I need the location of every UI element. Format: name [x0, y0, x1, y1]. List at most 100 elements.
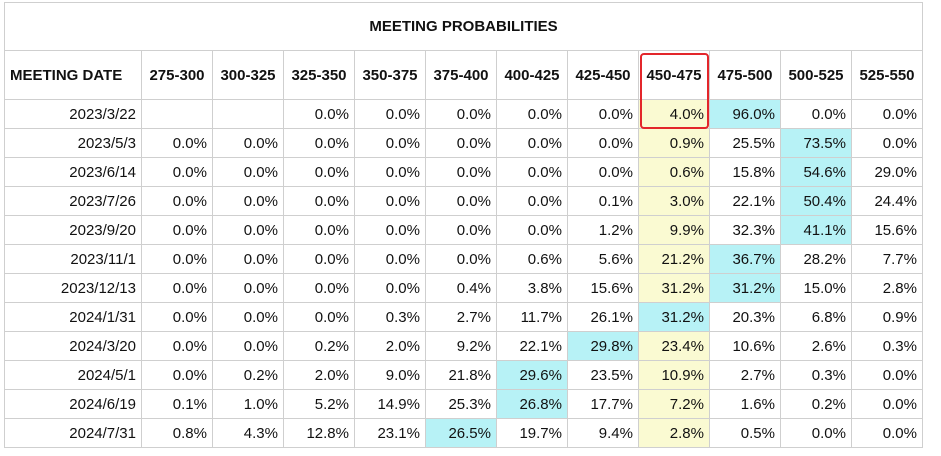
- probability-cell: 3.8%: [496, 273, 568, 303]
- probability-cell: 26.1%: [567, 302, 639, 332]
- probability-cell: 0.0%: [212, 128, 284, 158]
- probability-cell: [212, 99, 284, 129]
- probability-cell: 0.0%: [141, 186, 213, 216]
- probability-cell: 0.0%: [425, 128, 497, 158]
- probability-cell: 54.6%: [780, 157, 852, 187]
- probability-cell: 0.0%: [496, 215, 568, 245]
- meeting-date-cell: 2024/7/31: [4, 418, 142, 448]
- probability-cell: 1.0%: [212, 389, 284, 419]
- probability-cell: 19.7%: [496, 418, 568, 448]
- probability-cell: 15.6%: [851, 215, 923, 245]
- probability-cell: 0.0%: [851, 389, 923, 419]
- probability-cell: 0.0%: [212, 186, 284, 216]
- probability-cell: 0.0%: [283, 244, 355, 274]
- meeting-date-cell: 2024/1/31: [4, 302, 142, 332]
- table-title: MEETING PROBABILITIES: [4, 2, 923, 51]
- probability-cell: 0.9%: [851, 302, 923, 332]
- probability-cell: 22.1%: [709, 186, 781, 216]
- probability-cell: 0.0%: [567, 128, 639, 158]
- probability-cell: 0.0%: [141, 128, 213, 158]
- probability-cell: 0.0%: [283, 186, 355, 216]
- probability-cell: 4.3%: [212, 418, 284, 448]
- probability-cell: 96.0%: [709, 99, 781, 129]
- column-header-350-375: 350-375: [354, 50, 426, 100]
- table-row: 2024/3/20 0.0% 0.0% 0.2% 2.0% 9.2% 22.1% 29.8% 2…: [4, 331, 923, 361]
- probability-cell: 29.0%: [851, 157, 923, 187]
- probability-cell: 0.0%: [425, 157, 497, 187]
- column-header-500-525: 500-525: [780, 50, 852, 100]
- probability-cell: 14.9%: [354, 389, 426, 419]
- probability-cell: 12.8%: [283, 418, 355, 448]
- probability-cell: 0.2%: [780, 389, 852, 419]
- probability-cell: 7.2%: [638, 389, 710, 419]
- meeting-date-cell: 2023/7/26: [4, 186, 142, 216]
- meeting-date-cell: 2023/6/14: [4, 157, 142, 187]
- probability-cell: 2.6%: [780, 331, 852, 361]
- column-header-425-450: 425-450: [567, 50, 639, 100]
- probability-cell: 29.6%: [496, 360, 568, 390]
- probability-cell: 0.0%: [141, 360, 213, 390]
- probability-cell: 15.6%: [567, 273, 639, 303]
- probability-cell: 0.0%: [780, 99, 852, 129]
- column-header-meeting-date: MEETING DATE: [4, 50, 142, 100]
- column-header-525-550: 525-550: [851, 50, 923, 100]
- probability-cell: 0.0%: [425, 244, 497, 274]
- probability-cell: 2.8%: [851, 273, 923, 303]
- probability-cell: 0.0%: [212, 302, 284, 332]
- probability-cell: 36.7%: [709, 244, 781, 274]
- probability-cell: 0.0%: [567, 99, 639, 129]
- probability-cell: 0.5%: [709, 418, 781, 448]
- probability-cell: 0.1%: [567, 186, 639, 216]
- probability-cell: 0.8%: [141, 418, 213, 448]
- probability-cell: 0.3%: [354, 302, 426, 332]
- probability-cell: 5.6%: [567, 244, 639, 274]
- table-row: 2023/6/14 0.0% 0.0% 0.0% 0.0% 0.0% 0.0% 0.0% 0.6…: [4, 157, 923, 187]
- probability-cell: 23.4%: [638, 331, 710, 361]
- probability-cell: 31.2%: [638, 302, 710, 332]
- probability-cell: 9.9%: [638, 215, 710, 245]
- probability-cell: 2.7%: [425, 302, 497, 332]
- meeting-date-cell: 2023/11/1: [4, 244, 142, 274]
- probability-cell: 0.0%: [567, 157, 639, 187]
- table-row: 2023/7/26 0.0% 0.0% 0.0% 0.0% 0.0% 0.0% 0.1% 3.0…: [4, 186, 923, 216]
- column-header-300-325: 300-325: [212, 50, 284, 100]
- probability-cell: 2.0%: [354, 331, 426, 361]
- probability-cell: 0.4%: [425, 273, 497, 303]
- probability-cell: 21.8%: [425, 360, 497, 390]
- probability-cell: 0.0%: [354, 157, 426, 187]
- probability-cell: 0.0%: [496, 99, 568, 129]
- probability-cell: 26.8%: [496, 389, 568, 419]
- meeting-date-cell: 2023/3/22: [4, 99, 142, 129]
- column-header-275-300: 275-300: [141, 50, 213, 100]
- probability-cell: 0.0%: [780, 418, 852, 448]
- probability-cell: 4.0%: [638, 99, 710, 129]
- probability-cell: 22.1%: [496, 331, 568, 361]
- probability-cell: 0.0%: [425, 186, 497, 216]
- probability-cell: 9.2%: [425, 331, 497, 361]
- probability-cell: 0.0%: [212, 244, 284, 274]
- probability-cell: 0.0%: [354, 99, 426, 129]
- table-row: 2024/7/31 0.8% 4.3% 12.8% 23.1% 26.5% 19.7% 9.4…: [4, 418, 923, 448]
- probability-cell: 23.1%: [354, 418, 426, 448]
- probability-cell: 0.3%: [851, 331, 923, 361]
- header-row: MEETING DATE 275-300 300-325 325-350 350-375…: [4, 50, 923, 100]
- probability-cell: 0.6%: [496, 244, 568, 274]
- probability-cell: 0.0%: [141, 215, 213, 245]
- probability-cell: 0.0%: [212, 273, 284, 303]
- probability-cell: 5.2%: [283, 389, 355, 419]
- probability-cell: 0.0%: [354, 215, 426, 245]
- probability-cell: 28.2%: [780, 244, 852, 274]
- probability-cell: 0.0%: [354, 186, 426, 216]
- probability-cell: 0.0%: [496, 128, 568, 158]
- probability-cell: 0.0%: [141, 273, 213, 303]
- probability-cell: 0.0%: [141, 157, 213, 187]
- probability-cell: 6.8%: [780, 302, 852, 332]
- probability-cell: 0.0%: [141, 302, 213, 332]
- meeting-date-cell: 2023/12/13: [4, 273, 142, 303]
- probability-cell: 0.0%: [141, 331, 213, 361]
- table-row: 2024/1/31 0.0% 0.0% 0.0% 0.3% 2.7% 11.7% 26.1% 3…: [4, 302, 923, 332]
- probability-cell: 0.0%: [496, 157, 568, 187]
- table-row: 2023/3/22 0.0% 0.0% 0.0% 0.0% 0.0% 4.0% 96.0% 0.…: [4, 99, 923, 129]
- table-row: 2024/5/1 0.0% 0.2% 2.0% 9.0% 21.8% 29.6% 23.5% 1…: [4, 360, 923, 390]
- table-row: 2023/11/1 0.0% 0.0% 0.0% 0.0% 0.0% 0.6% 5.6% 21.…: [4, 244, 923, 274]
